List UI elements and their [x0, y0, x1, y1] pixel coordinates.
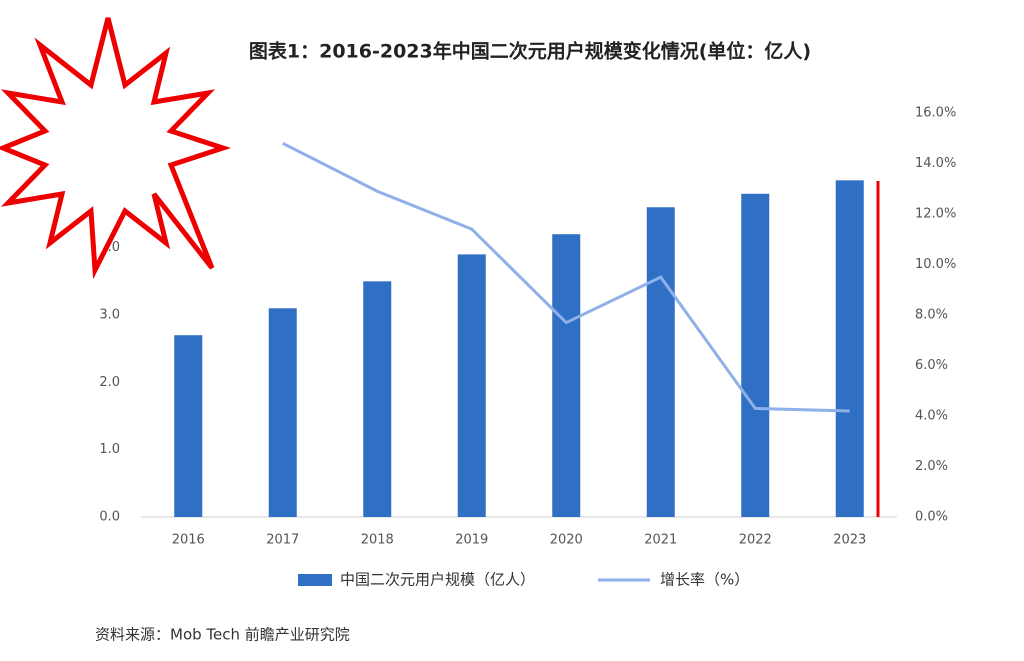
- line: [282, 141, 850, 413]
- y2-tick-label: 16.0%: [915, 106, 956, 121]
- y2-tick-label: 12.0%: [915, 207, 956, 222]
- y2-tick-label: 8.0%: [915, 308, 948, 323]
- legend-label: 增长率（%）: [660, 571, 749, 589]
- y2-tick-label: 10.0%: [915, 257, 956, 272]
- legend-label: 中国二次元用户规模（亿人）: [340, 571, 535, 589]
- bar: [552, 234, 581, 517]
- legend-swatch: [298, 574, 332, 586]
- bar: [268, 308, 297, 517]
- y2-tick-label: 2.0%: [915, 459, 948, 474]
- y2-tick-label: 0.0%: [915, 510, 948, 525]
- y2-tick-label: 6.0%: [915, 358, 948, 373]
- bar: [174, 335, 203, 517]
- plot-area: 0.01.02.03.04.05.06.00.0%2.0%4.0%6.0%8.0…: [99, 106, 956, 589]
- bar: [363, 281, 392, 517]
- y-tick-label: 2.0: [99, 375, 120, 390]
- y2-tick-label: 4.0%: [915, 409, 948, 424]
- y-tick-label: 0.0: [99, 510, 120, 525]
- x-tick-label: 2020: [550, 533, 583, 548]
- x-tick-label: 2019: [455, 533, 488, 548]
- x-tick-label: 2016: [172, 533, 205, 548]
- y-tick-label: 3.0: [99, 308, 120, 323]
- x-tick-label: 2017: [266, 533, 299, 548]
- starburst-annotation: [0, 17, 232, 280]
- x-tick-label: 2022: [739, 533, 772, 548]
- chart-title: 图表1：2016-2023年中国二次元用户规模变化情况(单位：亿人): [249, 40, 811, 63]
- bar: [457, 254, 486, 517]
- bar: [646, 207, 675, 517]
- y2-tick-label: 14.0%: [915, 156, 956, 171]
- source-note: 资料来源：Mob Tech 前瞻产业研究院: [95, 626, 350, 644]
- x-tick-label: 2018: [361, 533, 394, 548]
- bar: [835, 180, 864, 518]
- x-tick-label: 2021: [644, 533, 677, 548]
- bar: [741, 193, 770, 518]
- y-tick-label: 1.0: [99, 442, 120, 457]
- x-tick-label: 2023: [833, 533, 866, 548]
